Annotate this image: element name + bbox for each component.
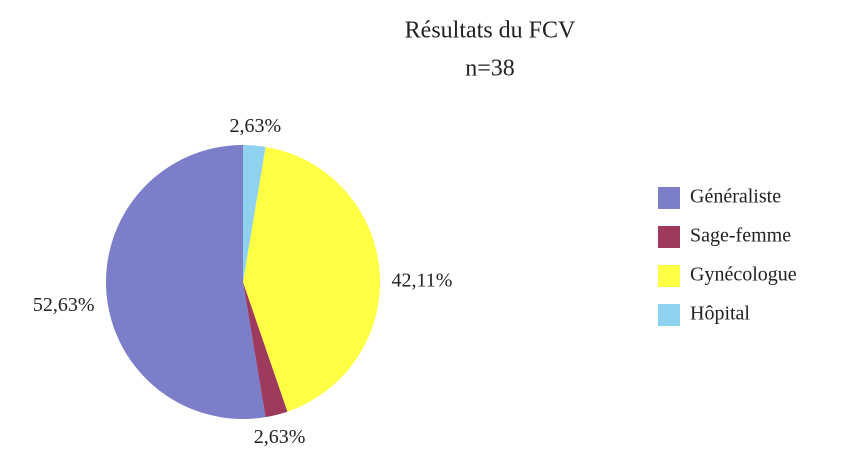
legend-swatch: [658, 304, 680, 326]
data-label: 2,63%: [229, 115, 281, 137]
legend-swatch: [658, 187, 680, 209]
pie-slice: [243, 146, 380, 412]
data-label: 2,63%: [254, 426, 306, 448]
legend-label: Hôpital: [690, 303, 750, 325]
legend-label: Généraliste: [690, 186, 781, 208]
chart-subtitle: n=38: [465, 56, 515, 82]
legend-label: Gynécologue: [690, 264, 797, 286]
data-label: 42,11%: [391, 269, 452, 291]
legend-swatch: [658, 226, 680, 248]
legend-swatch: [658, 265, 680, 287]
chart-title: Résultats du FCV: [405, 18, 576, 44]
pie-slice: [105, 145, 266, 419]
pie-slice: [243, 145, 266, 282]
legend-label: Sage-femme: [690, 225, 791, 247]
pie-slice: [243, 282, 288, 418]
data-label: 52,63%: [33, 294, 95, 316]
